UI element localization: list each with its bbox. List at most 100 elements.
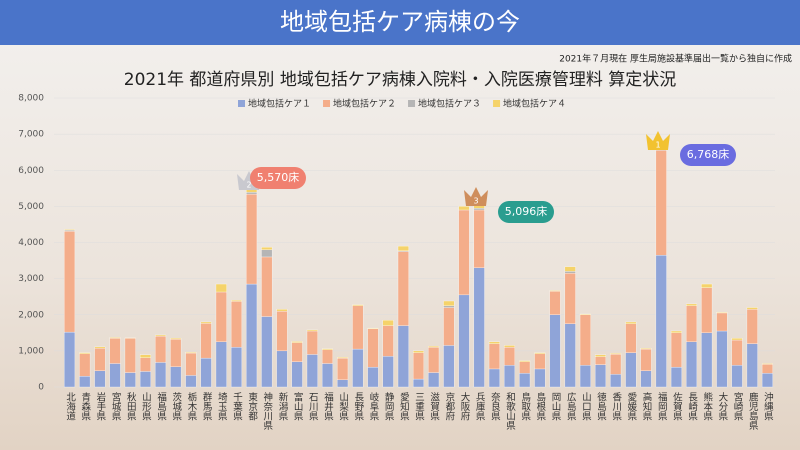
bar-segment [109, 363, 121, 388]
bar-segment [655, 150, 667, 256]
bar-segment [79, 352, 91, 354]
x-tick-label: 埼玉県 [216, 391, 228, 421]
bar-segment [534, 353, 546, 370]
legend-label: 地域包括ケア４ [503, 98, 566, 110]
bar-segment [397, 251, 409, 326]
y-tick-label: 2,000 [18, 310, 44, 320]
bar-segment [413, 350, 424, 353]
annotation-label: 5,570床 [257, 170, 300, 184]
bar-segment [124, 372, 136, 388]
bar-segment [382, 320, 394, 326]
x-tick-label: 東京都 [246, 391, 258, 421]
annotation-badge [498, 201, 554, 223]
x-tick-label: 宮城県 [110, 391, 122, 421]
bar-segment [610, 353, 622, 375]
x-tick-label: 岡山県 [550, 392, 562, 421]
header-title: 地域包括ケア病棟の今 [280, 8, 520, 36]
bar-segment [94, 370, 106, 388]
x-tick-label: 富山県 [292, 391, 304, 421]
bar-segment [261, 247, 273, 250]
bar-segment [170, 338, 182, 340]
x-tick-label: 高知県 [641, 391, 653, 421]
x-tick-label: 愛知県 [398, 391, 410, 421]
bar-segment [139, 371, 151, 388]
bar-segment [276, 309, 288, 312]
crown-icon [464, 187, 488, 206]
bar-segment [64, 231, 76, 333]
bar-segment [716, 312, 728, 332]
bar-segment [322, 363, 333, 388]
bar-segment [595, 356, 607, 365]
x-tick-label: 兵庫県 [474, 391, 486, 421]
legend-swatch [323, 100, 331, 107]
bar-segment [655, 254, 667, 388]
bar-segment [230, 347, 242, 388]
bar-segment [716, 312, 728, 314]
bar-segment [94, 346, 106, 349]
bar-segment [246, 283, 258, 388]
bar-segment [595, 354, 607, 357]
bar-segment [246, 193, 258, 285]
bar-segment [458, 206, 470, 211]
bar-segment [534, 352, 546, 354]
bar-segment [443, 307, 455, 346]
bar-segment [155, 335, 167, 363]
bar-segment [322, 349, 333, 364]
chart-title: 2021年 都道府県別 地域包括ケア病棟入院料・入院医療管理料 算定状況 [124, 70, 676, 90]
bar-segment [761, 364, 773, 374]
bar-segment [261, 249, 273, 258]
bar-segment [610, 353, 622, 355]
bar-segment [428, 347, 440, 373]
x-tick-label: 岩手県 [94, 391, 106, 421]
x-tick-label: 静岡県 [383, 391, 395, 421]
x-tick-label: 熊本県 [701, 391, 713, 421]
bar-segment [746, 309, 758, 344]
bar-segment [200, 357, 212, 388]
bar-segment [352, 348, 364, 388]
bar-segment [564, 266, 576, 272]
annotation-badge [250, 167, 306, 189]
bar-segment [625, 323, 637, 353]
bar-segment [504, 365, 515, 388]
x-tick-label: 大分県 [716, 391, 728, 421]
x-tick-label: 滋賀県 [428, 391, 440, 421]
y-tick-label: 6,000 [18, 166, 44, 176]
bar-segment [549, 290, 561, 292]
bar-segment [610, 374, 622, 388]
bar-segment [200, 321, 212, 324]
x-tick-label: 北海道 [64, 392, 76, 421]
bar-segment [564, 323, 576, 388]
x-tick-label: 千葉県 [231, 392, 243, 421]
bar-segment [458, 209, 470, 296]
bar-segment [185, 375, 197, 388]
x-tick-label: 山形県 [140, 392, 152, 421]
bar-segment [413, 378, 424, 388]
bar-segment [686, 341, 698, 388]
bar-segment [428, 346, 440, 348]
legend-swatch [493, 100, 501, 107]
bar-segment [443, 345, 455, 388]
x-tick-label: 沖縄県 [762, 391, 774, 421]
y-tick-label: 7,000 [18, 130, 44, 140]
x-tick-label: 福島県 [155, 391, 167, 421]
bar-segment [519, 361, 531, 374]
x-tick-label: 神奈川県 [261, 391, 273, 431]
bar-segment [458, 294, 470, 388]
bar-segment [215, 291, 227, 342]
bar-segment [473, 267, 485, 388]
x-tick-label: 新潟県 [276, 391, 288, 421]
bar-segment [670, 330, 682, 333]
x-tick-label: 山梨県 [337, 392, 349, 421]
x-tick-label: 愛媛県 [625, 391, 637, 421]
bar-segment [640, 348, 652, 350]
bar-segment [382, 325, 394, 357]
bar-segment [579, 314, 591, 366]
bar-segment [322, 348, 333, 350]
bar-segment [701, 283, 713, 288]
bar-segment [534, 368, 546, 388]
bar-segment [261, 256, 273, 317]
bar-segment [504, 345, 515, 348]
bar-segment [155, 362, 167, 388]
bar-segment [306, 329, 318, 332]
bar-segment [306, 354, 318, 388]
